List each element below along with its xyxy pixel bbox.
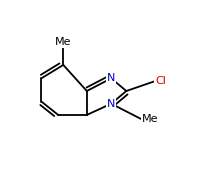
Text: N: N — [107, 73, 115, 83]
Text: Cl: Cl — [155, 76, 166, 86]
Text: Me: Me — [55, 37, 72, 47]
Text: Me: Me — [141, 114, 158, 124]
Text: N: N — [107, 99, 115, 109]
